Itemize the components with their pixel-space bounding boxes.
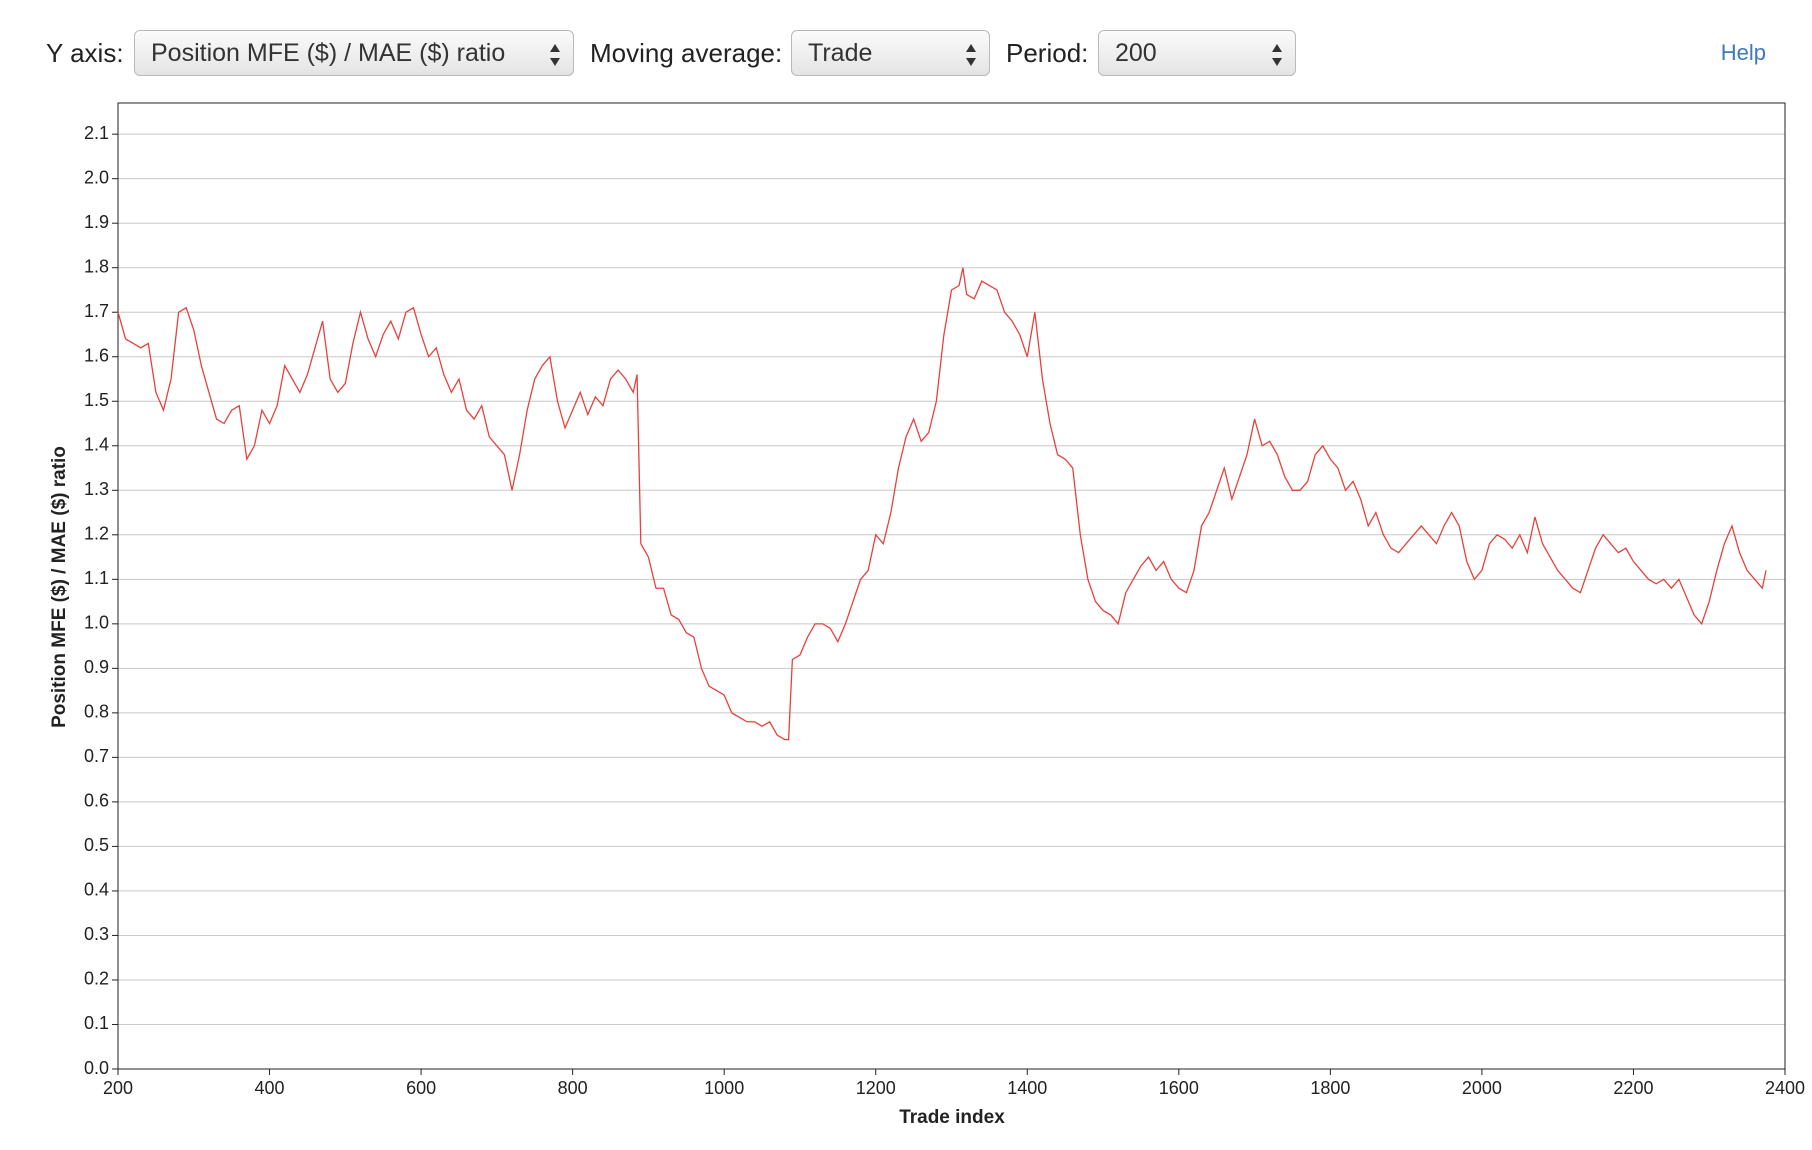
moving-average-label: Moving average: <box>590 38 783 68</box>
y-axis-title: Position MFE ($) / MAE ($) ratio <box>49 446 70 728</box>
period-label: Period: <box>1006 38 1089 68</box>
x-tick-label: 2400 <box>1765 1078 1805 1098</box>
x-tick-label: 400 <box>255 1078 285 1098</box>
x-tick-label: 1400 <box>1007 1078 1047 1098</box>
help-link[interactable]: Help <box>1720 40 1766 65</box>
select-arrows <box>1272 44 1282 66</box>
y-axis-label: Y axis: <box>46 38 124 68</box>
select-value: Trade <box>808 39 873 67</box>
period-select[interactable]: 200 <box>1098 30 1296 76</box>
x-tick-label: 800 <box>558 1078 588 1098</box>
data-line <box>117 267 1767 741</box>
y-tick-label: 0.2 <box>84 969 109 989</box>
y-tick-label: 0.4 <box>84 880 109 900</box>
y-tick-label: 1.0 <box>84 613 109 633</box>
y-tick-label: 0.8 <box>84 702 109 722</box>
select-value: 200 <box>1115 39 1157 67</box>
y-tick-label: 1.2 <box>84 524 109 544</box>
x-axis-title: Trade index <box>899 1107 1005 1128</box>
x-tick-label: 1800 <box>1310 1078 1350 1098</box>
y-axis-select[interactable]: Position MFE ($) / MAE ($) ratio <box>134 30 574 76</box>
y-tick-label: 2.1 <box>84 123 109 143</box>
select-arrows <box>550 44 560 66</box>
y-tick-label: 1.7 <box>84 301 109 321</box>
y-tick-label: 1.8 <box>84 256 109 276</box>
y-tick-label: 0.7 <box>84 746 109 766</box>
y-tick-label: 1.6 <box>84 345 109 365</box>
y-tick-label: 1.1 <box>84 568 109 588</box>
y-tick-label: 0.5 <box>84 835 109 855</box>
y-tick-label: 2.0 <box>84 167 109 187</box>
x-tick-label: 2000 <box>1462 1078 1502 1098</box>
y-tick-label: 0.3 <box>84 924 109 944</box>
y-tick-label: 1.4 <box>84 435 109 455</box>
x-tick-label: 200 <box>103 1078 133 1098</box>
y-tick-label: 0.1 <box>84 1013 109 1033</box>
x-tick-label: 1600 <box>1159 1078 1199 1098</box>
select-value: Position MFE ($) / MAE ($) ratio <box>151 39 506 67</box>
y-tick-label: 1.3 <box>84 479 109 499</box>
x-tick-label: 1200 <box>856 1078 896 1098</box>
y-tick-label: 0.9 <box>84 657 109 677</box>
x-tick-label: 2200 <box>1613 1078 1653 1098</box>
select-arrows <box>966 44 976 66</box>
y-tick-label: 1.9 <box>84 212 109 232</box>
y-tick-label: 1.5 <box>84 390 109 410</box>
y-tick-label: 0.6 <box>84 791 109 811</box>
moving-average-select[interactable]: Trade <box>791 30 990 76</box>
x-tick-label: 1000 <box>704 1078 744 1098</box>
x-tick-label: 600 <box>406 1078 436 1098</box>
plot-frame <box>117 102 1786 1070</box>
y-tick-label: 0.0 <box>84 1058 109 1078</box>
